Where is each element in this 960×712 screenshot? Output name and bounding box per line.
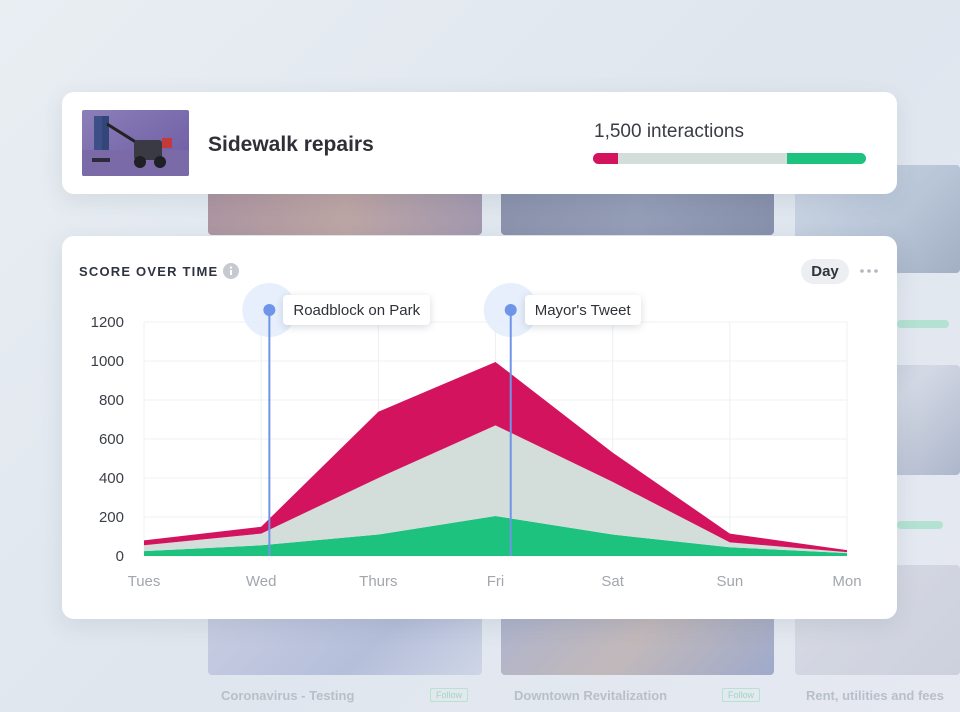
score-chart: 0 200 400 600 800 1000 1200 Tues Wed Thurs Fri Sat S… [91, 283, 862, 590]
score-chart-card: 0 200 400 600 800 1000 1200 Tues Wed Thurs Fri Sat S… [62, 236, 897, 619]
background-image [501, 190, 774, 235]
y-tick-label: 600 [99, 431, 124, 448]
period-selector[interactable]: Day [801, 259, 849, 284]
interactions-count: 1,500 interactions [594, 121, 744, 142]
background-follow-button[interactable]: Follow [430, 688, 469, 702]
x-tick-label: Fri [487, 573, 505, 590]
background-card-title: Coronavirus - Testing [221, 688, 355, 703]
more-options-icon[interactable] [859, 266, 879, 276]
interactions-bar-segment [593, 153, 618, 164]
area-series-2 [144, 425, 847, 554]
interactions-bar-segment [786, 153, 866, 164]
x-tick-label: Sun [716, 573, 743, 590]
chart-title: SCORE OVER TIME [79, 264, 219, 279]
background-card-title: Downtown Revitalization [514, 688, 668, 703]
y-tick-label: 1000 [91, 353, 124, 370]
interactions-bar-segment [617, 153, 787, 164]
y-tick-label: 800 [99, 392, 124, 409]
x-tick-label: Thurs [359, 573, 397, 590]
annotation-label[interactable]: Roadblock on Park [283, 295, 431, 325]
annotation-marker [263, 304, 276, 316]
interactions-bar [593, 153, 866, 164]
topic-card[interactable]: Sidewalk repairs 1,500 interactions [62, 92, 897, 194]
x-tick-label: Tues [128, 573, 161, 590]
annotation-label[interactable]: Mayor's Tweet [524, 295, 641, 325]
y-tick-label: 400 [99, 470, 124, 487]
y-tick-label: 200 [99, 509, 124, 526]
x-tick-label: Mon [832, 573, 861, 590]
area-series-1 [144, 516, 847, 556]
y-tick-label: 0 [116, 548, 124, 565]
background-card-title: Rent, utilities and fees [806, 688, 944, 703]
background-progress [897, 521, 943, 529]
area-series-3 [144, 361, 847, 553]
info-icon[interactable] [223, 263, 239, 279]
annotation-marker [504, 304, 517, 316]
x-tick-label: Sat [601, 573, 624, 590]
topic-thumbnail [82, 110, 189, 176]
topic-title: Sidewalk repairs [208, 133, 374, 156]
x-tick-label: Wed [246, 573, 277, 590]
background-progress [897, 320, 949, 328]
background-follow-button[interactable]: Follow [722, 688, 761, 702]
y-tick-label: 1200 [91, 314, 124, 331]
background-image [208, 190, 482, 235]
